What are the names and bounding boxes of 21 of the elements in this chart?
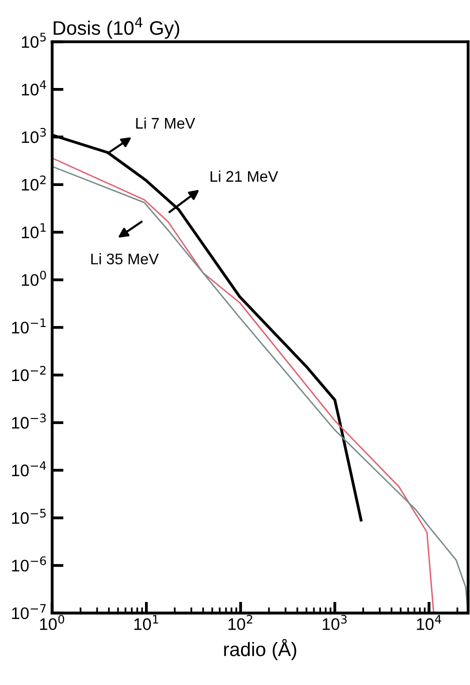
annotation: Li 21 MeV <box>210 170 278 182</box>
x-tick-label: 10$^{4}$ <box>416 615 442 630</box>
y-axis-title: Dosis (10$^{4}$ Gy) <box>54 17 180 39</box>
y-tick-label: 10$^{4}$ <box>22 80 46 96</box>
annotation: Li 35 MeV <box>91 253 159 264</box>
x-axis-title: radio (Å) <box>224 639 296 660</box>
y-tick-label: 10$^{0}$ <box>22 270 46 286</box>
y-tick-label: 10$^{−3}$ <box>12 414 46 429</box>
y-tick-label: 10$^{1}$ <box>22 223 46 238</box>
y-tick-label: 10$^{2}$ <box>22 175 46 191</box>
x-tick-label: 10$^{1}$ <box>134 615 158 630</box>
y-tick-label: 10$^{−6}$ <box>12 556 46 572</box>
x-tick-label: 10$^{3}$ <box>322 614 347 630</box>
y-tick-label: 10$^{3}$ <box>22 128 46 144</box>
y-tick-label: 10$^{−5}$ <box>12 508 46 524</box>
y-tick-label: 10$^{−1}$ <box>12 318 46 334</box>
annotation: Li 7 MeV <box>136 118 196 129</box>
y-tick-label: 10$^{5}$ <box>22 32 46 48</box>
y-tick-label: 10$^{−4}$ <box>12 461 46 476</box>
x-tick-label: 10$^{2}$ <box>228 614 252 630</box>
y-tick-label: 10$^{−2}$ <box>12 366 46 382</box>
